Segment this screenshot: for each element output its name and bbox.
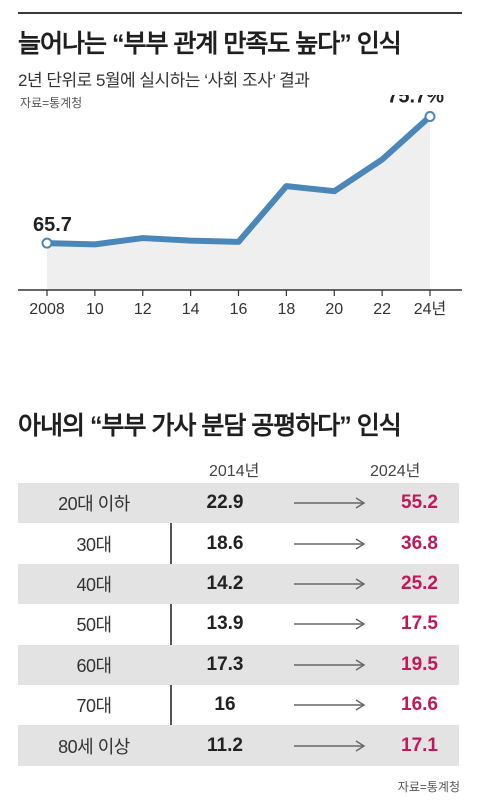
column-header-2024: 2024년 — [370, 463, 421, 480]
age-group-label: 50대 — [76, 615, 112, 636]
data-point — [424, 110, 436, 122]
table-row: 60대 17.3 19.5 — [18, 644, 459, 685]
x-tick-label: 12 — [134, 301, 152, 318]
value-2024: 16.6 — [401, 694, 438, 716]
value-2024: 25.2 — [401, 572, 438, 594]
table-title: 아내의 “부부 가사 분담 공평하다” 인식 — [18, 412, 402, 440]
table-row: 70대 16 16.6 — [18, 685, 459, 725]
arrow-cell — [280, 658, 380, 672]
arrow-cell — [280, 577, 380, 591]
data-label-first: 65.7 — [33, 214, 72, 236]
data-point — [41, 237, 53, 249]
arrow-right-icon — [294, 739, 366, 752]
value-2024: 36.8 — [401, 532, 438, 554]
table-row: 40대 14.2 25.2 — [18, 563, 459, 605]
table-row: 20대 이하 22.9 55.2 — [18, 483, 459, 524]
table-divider — [170, 483, 172, 766]
chart-source: 자료=통계청 — [20, 96, 83, 110]
value-2024: 17.5 — [401, 613, 438, 635]
value-2024: 19.5 — [401, 653, 438, 675]
value-2014: 22.9 — [206, 492, 244, 514]
arrow-right-icon — [294, 497, 366, 509]
series-line — [46, 114, 433, 248]
age-group-label: 20대 이하 — [58, 494, 130, 515]
value-2024: 55.2 — [401, 492, 438, 514]
arrow-cell — [280, 496, 380, 510]
arrow-right-icon — [294, 578, 366, 590]
age-group-label: 30대 — [76, 534, 112, 555]
arrow-cell — [280, 739, 380, 753]
age-group-label: 40대 — [76, 574, 112, 595]
top-rule — [18, 12, 462, 14]
value-2014: 11.2 — [207, 734, 243, 756]
line-chart: 2008 10 12 14 16 18 20 22 24년 65.7 75.7% — [18, 95, 462, 318]
table-row: 80세 이상 11.2 17.1 — [18, 725, 459, 766]
table-row: 50대 13.9 17.5 — [18, 604, 459, 644]
age-group-label: 80세 이상 — [58, 736, 130, 757]
x-tick-label: 2008 — [29, 301, 65, 318]
x-tick-label: 18 — [277, 301, 295, 318]
x-tick-label: 24년 — [414, 300, 447, 318]
comparison-table: 20대 이하 22.9 55.2 30대 18.6 36.8 40대 14.2 25.2 50대 1… — [18, 483, 459, 766]
x-tick-label: 22 — [373, 301, 391, 318]
table-source: 자료=통계청 — [397, 780, 460, 794]
arrow-right-icon — [294, 699, 366, 711]
value-2014: 18.6 — [206, 532, 244, 554]
x-tick-label: 16 — [230, 301, 248, 318]
column-header-2014: 2014년 — [209, 463, 260, 480]
arrow-cell — [280, 698, 380, 712]
data-label-last: 75.7% — [387, 95, 444, 107]
x-tick-label: 10 — [86, 301, 104, 318]
table-row: 30대 18.6 36.8 — [18, 523, 459, 563]
chart-title: 늘어나는 “부부 관계 만족도 높다” 인식 — [18, 30, 402, 58]
value-2014: 14.2 — [206, 572, 244, 594]
value-2014: 17.3 — [206, 653, 244, 675]
value-2014: 16 — [214, 694, 236, 716]
value-2024: 17.1 — [401, 734, 438, 756]
x-tick-label: 14 — [182, 301, 200, 318]
arrow-right-icon — [294, 537, 366, 550]
value-2014: 13.9 — [206, 613, 244, 635]
arrow-cell — [280, 537, 380, 551]
age-group-label: 70대 — [76, 696, 112, 717]
arrow-right-icon — [294, 618, 366, 630]
arrow-right-icon — [294, 659, 366, 671]
age-group-label: 60대 — [76, 655, 112, 676]
chart-subtitle: 2년 단위로 5월에 실시하는 ‘사회 조사’ 결과 — [18, 71, 310, 90]
area-fill — [47, 116, 430, 290]
x-tick-label: 20 — [325, 301, 343, 318]
arrow-cell — [280, 617, 380, 631]
